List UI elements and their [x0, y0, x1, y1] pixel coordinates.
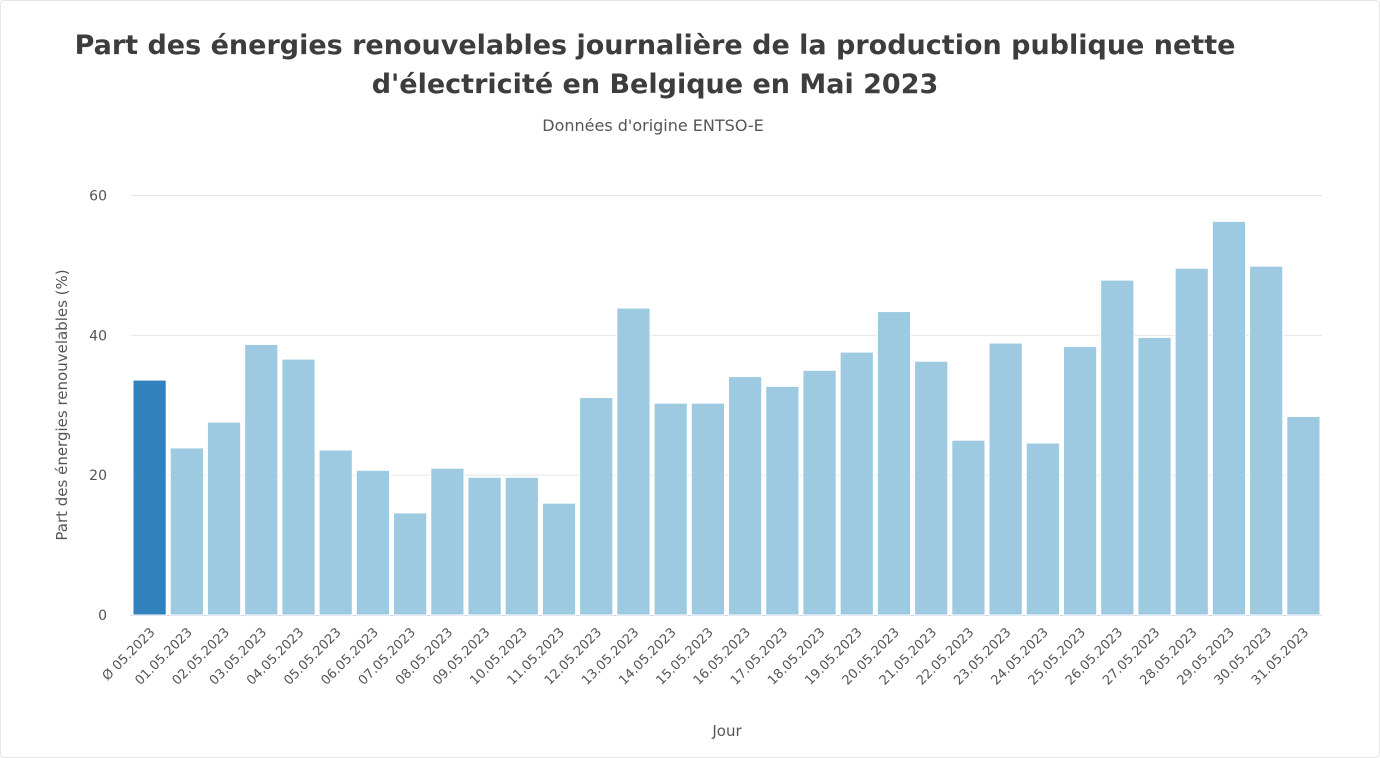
y-axis-title: Part des énergies renouvelables (%): [53, 269, 71, 540]
chart-subtitle: Données d'origine ENTSO-E: [542, 116, 764, 135]
bar-day[interactable]: [1137, 336, 1172, 616]
bar-day[interactable]: [690, 402, 725, 616]
bar-day[interactable]: [1025, 442, 1060, 616]
bar-day[interactable]: [579, 397, 614, 616]
bar-day[interactable]: [541, 502, 577, 616]
bar-day[interactable]: [1286, 415, 1321, 616]
bar-day[interactable]: [876, 311, 912, 616]
chart-title-line1: Part des énergies renouvelables journali…: [74, 30, 1236, 61]
bar-day[interactable]: [951, 439, 986, 616]
bar-day[interactable]: [616, 307, 651, 616]
bar-day[interactable]: [393, 512, 428, 616]
y-tick-label: 0: [98, 608, 107, 624]
bar-day[interactable]: [988, 342, 1023, 616]
bar-day[interactable]: [430, 467, 465, 616]
y-tick-label: 20: [89, 468, 107, 484]
bar-day[interactable]: [839, 351, 874, 616]
bar-day[interactable]: [1062, 346, 1098, 616]
chart-title-line2: d'électricité en Belgique en Mai 2023: [371, 69, 939, 100]
bar-day[interactable]: [1211, 220, 1247, 616]
x-axis-title: Jour: [711, 722, 742, 740]
bar-day[interactable]: [206, 421, 242, 616]
bar-day[interactable]: [467, 476, 502, 616]
bar-day[interactable]: [802, 369, 837, 616]
y-tick-label: 60: [89, 189, 107, 205]
bar-day[interactable]: [504, 476, 539, 616]
y-tick-label: 40: [89, 328, 107, 344]
bar-day[interactable]: [653, 402, 688, 616]
bar-day[interactable]: [244, 343, 279, 616]
bar-day[interactable]: [1174, 267, 1209, 616]
bar-day[interactable]: [1100, 279, 1135, 616]
bar-average[interactable]: [132, 379, 167, 616]
bar-day[interactable]: [355, 469, 391, 616]
bar-day[interactable]: [914, 360, 949, 616]
bar-day[interactable]: [318, 449, 353, 616]
bar-day[interactable]: [728, 376, 763, 616]
bar-day[interactable]: [765, 385, 800, 616]
bar-day[interactable]: [281, 358, 316, 616]
bar-day[interactable]: [169, 447, 204, 616]
bar-day[interactable]: [1249, 265, 1284, 616]
